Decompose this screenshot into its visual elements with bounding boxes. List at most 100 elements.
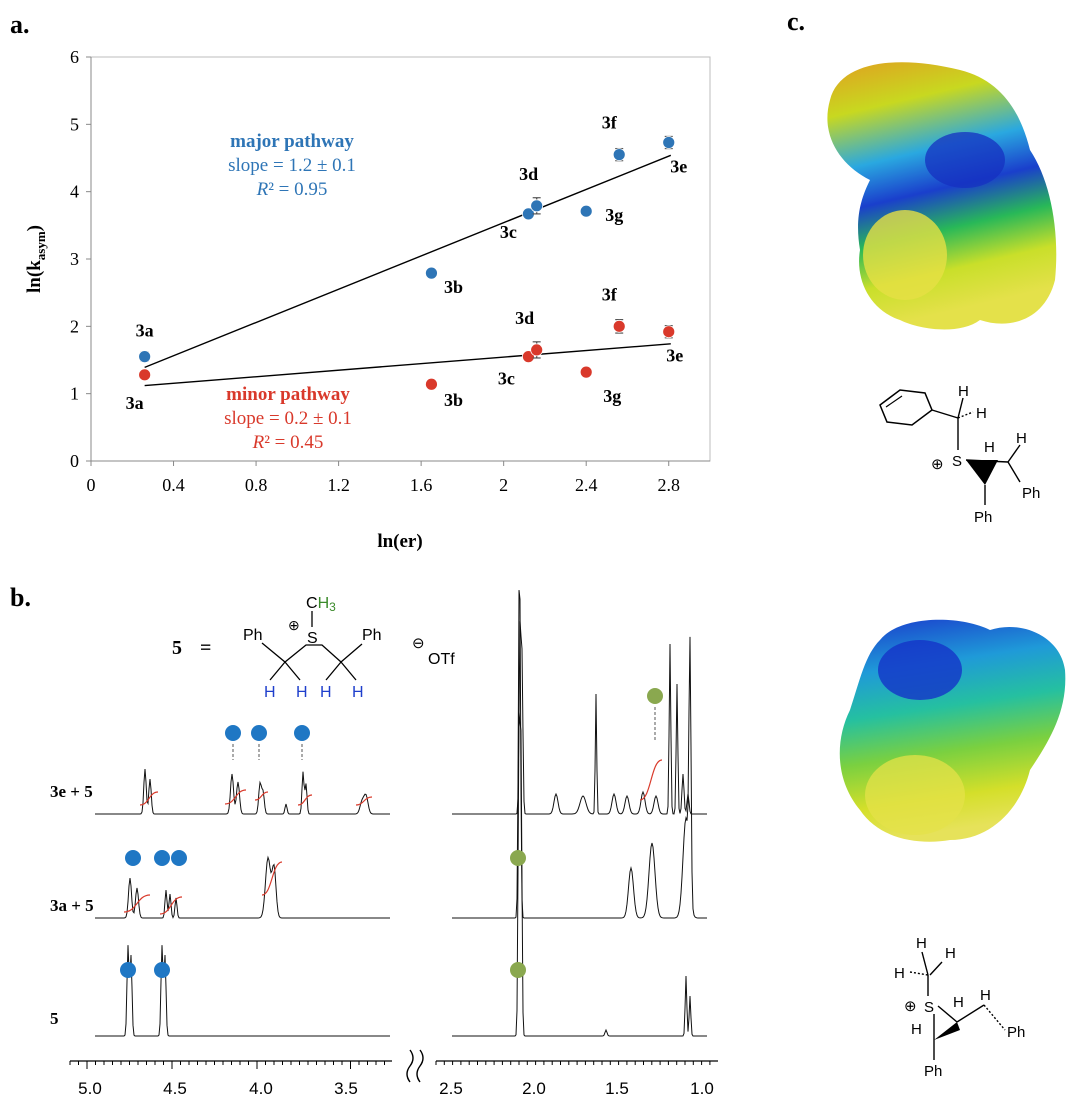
trace-label-5: 5	[50, 1009, 59, 1028]
compound-5-structure: Ph Ph S ⊕ CH3 H H H H ⊖ OTf	[243, 595, 455, 701]
molecule-bottom: H H H S ⊕ H H H Ph Ph	[894, 935, 1025, 1080]
data-point-major	[425, 266, 438, 280]
minor-pathway-label: minor pathway	[226, 384, 350, 405]
bot-h-4: H	[953, 994, 964, 1011]
esp-blue-region-top	[925, 132, 1005, 188]
bot-h-5: H	[911, 1021, 922, 1038]
nmr-spectra	[95, 590, 707, 1037]
x-tick-label: 0	[87, 475, 96, 495]
minor-r2-suffix: ² = 0.45	[264, 432, 323, 453]
peak-marker	[154, 962, 170, 978]
trace-3a-right	[452, 590, 707, 919]
y-ticks: 0 1 2 3 4 5 6	[70, 47, 91, 471]
top-ph-2: Ph	[974, 509, 992, 526]
trace-3a-left	[95, 855, 390, 919]
esp-surface-top	[827, 62, 1057, 330]
y-tick-label: 3	[70, 249, 79, 269]
bond-ring-ch2	[931, 409, 959, 419]
bot-ph-1: Ph	[1007, 1024, 1025, 1041]
fit-line-minor	[144, 343, 671, 387]
data-point-minor	[530, 343, 544, 357]
formula-h-4: H	[352, 684, 364, 701]
point-label: 3f	[602, 113, 618, 133]
formula-ph-left: Ph	[243, 627, 263, 644]
bond-c-h	[1007, 444, 1021, 463]
formula-methyl: CH3	[306, 595, 336, 614]
esp-blob-top	[827, 62, 1057, 330]
y-axis-label: ln(kasym)	[24, 225, 48, 293]
x-ticks: 0 0.4 0.8 1.2 1.6 2 2.4 2.8	[87, 461, 680, 495]
x-tick-label: 0.8	[245, 475, 268, 495]
data-point-major	[138, 350, 152, 364]
formula-methyl-h: H	[318, 595, 330, 612]
y-tick-label: 6	[70, 47, 79, 67]
nmr-tick-2.0: 2.0	[522, 1079, 546, 1098]
point-label: 3f	[602, 284, 618, 304]
y-tick-label: 1	[70, 384, 79, 404]
major-pathway-r2: R² = 0.95	[256, 179, 328, 200]
integral-curve	[639, 759, 663, 801]
nmr-tick-4.5: 4.5	[163, 1079, 187, 1098]
minor-pathway-r2: R² = 0.45	[252, 432, 324, 453]
point-label: 3b	[444, 277, 463, 297]
point-label: 3c	[498, 369, 515, 389]
peak-marker	[125, 850, 141, 866]
point-label: 3b	[444, 390, 463, 410]
x-tick-label: 2.4	[575, 475, 598, 495]
bond-h2	[284, 661, 301, 681]
counterion-sign: ⊖	[412, 635, 425, 652]
data-point-major	[579, 204, 593, 218]
formula-methyl-c: C	[306, 595, 318, 612]
formula-ph-right: Ph	[362, 627, 382, 644]
bond-h4	[340, 661, 357, 681]
bond-h1	[269, 661, 286, 681]
bot-h-6: H	[980, 987, 991, 1004]
nmr-panel: 5 = Ph Ph S ⊕ CH3 H H H H ⊖ OTf 3e + 5 3…	[50, 590, 718, 1098]
formula-h-2: H	[296, 684, 308, 701]
bond-ch2-h1	[957, 397, 964, 419]
peak-marker	[225, 725, 241, 741]
panel-label-c: c.	[787, 7, 805, 36]
bot-ph-2: Ph	[924, 1063, 942, 1080]
formula-methyl-sub: 3	[329, 600, 336, 614]
x-tick-label: 1.6	[410, 475, 433, 495]
formula-plus: ⊕	[288, 617, 300, 633]
major-pathway-slope: slope = 1.2 ± 0.1	[228, 155, 356, 176]
integral-curve	[355, 796, 373, 806]
data-point-minor	[612, 319, 626, 333]
top-s: S	[952, 453, 962, 470]
y-axis-label-close: )	[24, 225, 45, 231]
x-tick-label: 1.2	[327, 475, 350, 495]
formula-h-1: H	[264, 684, 276, 701]
esp-surface-bottom	[839, 619, 1066, 842]
data-point-major	[530, 199, 544, 213]
esp-yellow-region-top	[863, 210, 947, 300]
bond-s-c	[965, 459, 1009, 463]
nmr-tick-2.5: 2.5	[439, 1079, 463, 1098]
bond-s-c1	[937, 1005, 958, 1023]
peak-marker	[171, 850, 187, 866]
axis-break-icon	[406, 1049, 424, 1083]
data-point-minor	[579, 365, 593, 379]
major-r2-prefix: R	[256, 179, 269, 200]
data-point-minor	[425, 377, 438, 391]
bot-s: S	[924, 999, 934, 1016]
trace-3e-left	[95, 768, 390, 815]
peak-marker	[510, 962, 526, 978]
bond-c-c	[956, 1004, 985, 1023]
peak-marker	[647, 688, 663, 704]
bot-plus: ⊕	[904, 998, 917, 1015]
phenyl-ring-top	[879, 389, 933, 426]
point-label: 3g	[605, 205, 623, 225]
y-tick-label: 5	[70, 114, 79, 134]
compound-label: 5	[172, 637, 182, 659]
y-axis-label-sub: asym	[33, 231, 48, 260]
y-axis-label-main: ln(k	[24, 260, 45, 293]
data-point-minor	[662, 325, 676, 339]
point-label: 3a	[126, 393, 144, 413]
nmr-tick-1.5: 1.5	[605, 1079, 629, 1098]
trace-label-3e: 3e + 5	[50, 782, 93, 801]
point-label: 3e	[670, 157, 687, 177]
